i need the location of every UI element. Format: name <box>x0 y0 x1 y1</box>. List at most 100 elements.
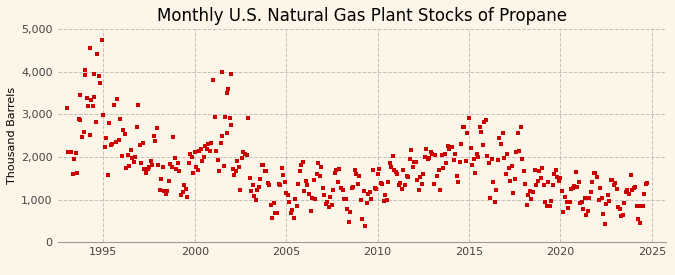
Point <box>323 205 334 209</box>
Point <box>159 189 169 193</box>
Point <box>69 157 80 161</box>
Point <box>604 199 615 203</box>
Point <box>551 168 562 173</box>
Point <box>133 103 144 107</box>
Point <box>460 158 471 163</box>
Point <box>322 200 333 205</box>
Point <box>316 165 327 169</box>
Point <box>224 116 235 120</box>
Point <box>612 187 622 191</box>
Point <box>431 174 442 178</box>
Point <box>192 168 203 173</box>
Point <box>223 86 234 91</box>
Point <box>72 171 83 175</box>
Point <box>384 161 395 165</box>
Point <box>491 188 502 192</box>
Point <box>93 73 104 78</box>
Point <box>415 174 426 179</box>
Point <box>561 200 572 205</box>
Point <box>479 120 489 125</box>
Point <box>497 131 508 136</box>
Point <box>419 155 430 160</box>
Point <box>462 131 473 135</box>
Point <box>632 217 643 221</box>
Point <box>637 204 648 208</box>
Point <box>424 156 435 161</box>
Point <box>286 210 296 215</box>
Point <box>401 174 412 179</box>
Point <box>437 166 448 170</box>
Point <box>226 72 237 76</box>
Point <box>518 169 529 173</box>
Point <box>236 156 247 161</box>
Point <box>276 166 287 170</box>
Point <box>281 191 292 195</box>
Point <box>442 144 453 148</box>
Point <box>566 187 576 192</box>
Point <box>256 163 267 167</box>
Point <box>78 130 89 134</box>
Point <box>321 201 331 206</box>
Point <box>573 180 584 184</box>
Point <box>168 135 179 139</box>
Point <box>169 156 180 160</box>
Point <box>319 193 329 197</box>
Point <box>104 121 115 125</box>
Point <box>390 170 401 174</box>
Point <box>75 117 86 122</box>
Point <box>378 198 389 203</box>
Point <box>394 182 404 187</box>
Point <box>150 139 161 143</box>
Point <box>214 169 225 173</box>
Point <box>261 169 272 174</box>
Point <box>293 182 304 186</box>
Point <box>404 157 415 161</box>
Point <box>148 134 159 139</box>
Point <box>99 145 110 149</box>
Point <box>540 200 551 204</box>
Point <box>406 148 416 152</box>
Point <box>475 125 485 130</box>
Point <box>92 51 103 56</box>
Point <box>578 207 589 211</box>
Point <box>63 150 74 154</box>
Point <box>564 199 575 204</box>
Point <box>197 159 208 163</box>
Point <box>493 158 504 162</box>
Point <box>327 202 338 207</box>
Point <box>560 195 570 200</box>
Point <box>217 70 227 74</box>
Point <box>628 186 639 191</box>
Point <box>86 98 97 102</box>
Point <box>481 117 491 122</box>
Y-axis label: Thousand Barrels: Thousand Barrels <box>7 87 17 184</box>
Point <box>61 106 72 110</box>
Point <box>418 172 429 176</box>
Point <box>234 164 244 169</box>
Point <box>450 152 461 156</box>
Point <box>453 179 464 184</box>
Point <box>263 181 273 185</box>
Point <box>304 191 315 196</box>
Point <box>115 117 126 121</box>
Point <box>485 196 495 200</box>
Point <box>502 152 512 156</box>
Point <box>221 91 232 95</box>
Point <box>512 131 523 136</box>
Point <box>75 93 86 97</box>
Point <box>270 211 281 216</box>
Point <box>265 203 276 207</box>
Point <box>625 172 636 177</box>
Point <box>337 188 348 192</box>
Point <box>167 165 178 170</box>
Point <box>298 160 308 164</box>
Point <box>81 96 92 100</box>
Point <box>441 161 452 165</box>
Point <box>543 180 554 185</box>
Point <box>163 179 174 183</box>
Point <box>161 192 171 196</box>
Point <box>277 172 288 177</box>
Point <box>608 183 619 188</box>
Point <box>360 224 371 228</box>
Point <box>398 168 409 173</box>
